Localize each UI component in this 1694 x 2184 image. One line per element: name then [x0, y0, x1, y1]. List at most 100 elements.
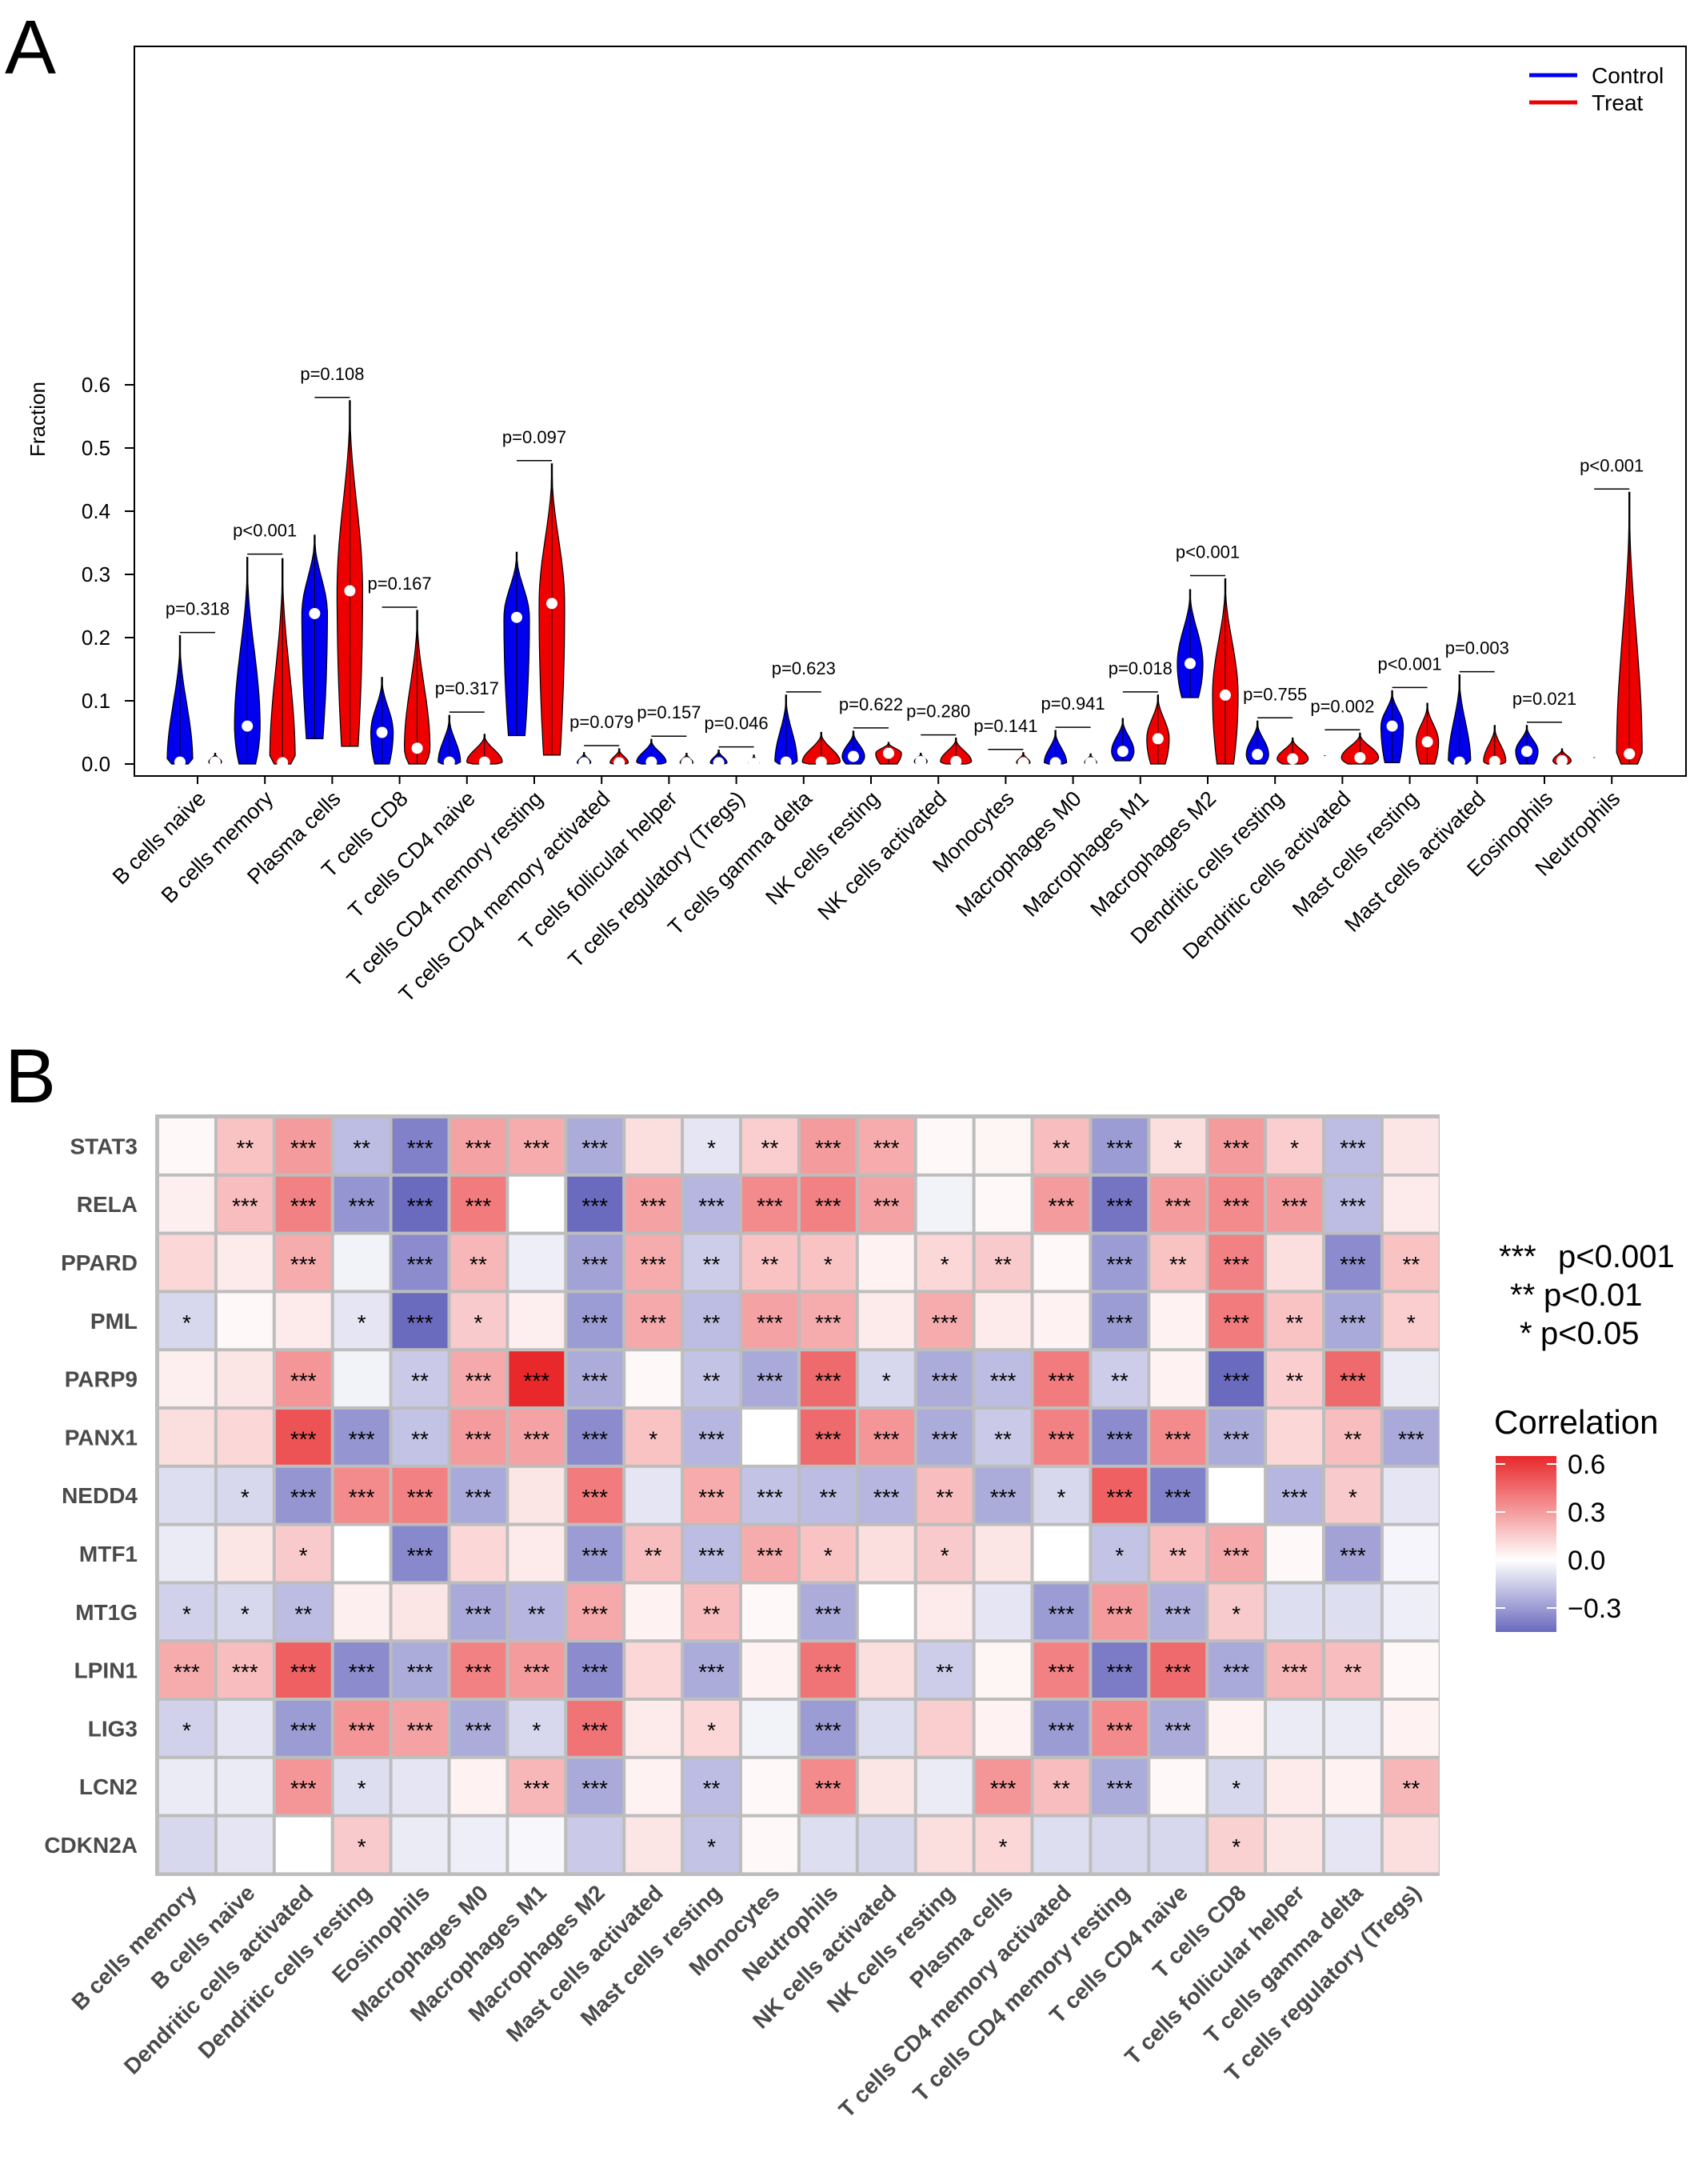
significance-marker: *	[1057, 1485, 1065, 1510]
heatmap-cell	[684, 1526, 739, 1582]
heatmap-cell	[1267, 1467, 1322, 1523]
heatmap-cell	[567, 1118, 623, 1174]
heatmap-cell	[625, 1467, 681, 1523]
heatmap-cell	[1325, 1176, 1380, 1232]
heatmap-cell	[1033, 1351, 1089, 1406]
significance-marker: ***	[1106, 1194, 1133, 1218]
heatmap-cell	[1325, 1642, 1380, 1698]
heatmap-cell	[858, 1410, 914, 1465]
significance-marker: ***	[1223, 1252, 1249, 1277]
significance-marker: ***	[1340, 1135, 1366, 1160]
heatmap-cell	[1383, 1176, 1439, 1232]
heatmap-cell	[1150, 1351, 1206, 1406]
violin-control-median-point	[174, 756, 186, 768]
significance-marker: ***	[1223, 1426, 1249, 1451]
violin-treat-median-point	[411, 742, 423, 754]
heatmap-cell	[1383, 1467, 1439, 1523]
violin-control	[1245, 720, 1269, 765]
heatmap-cell	[800, 1642, 856, 1698]
heatmap-cell	[858, 1526, 914, 1582]
violin-control	[234, 557, 261, 765]
heatmap-cell	[1033, 1410, 1089, 1465]
significance-marker: **	[1169, 1543, 1187, 1568]
heatmap-cell	[858, 1118, 914, 1174]
significance-marker: ***	[1340, 1369, 1366, 1394]
heatmap-cell	[1325, 1526, 1380, 1582]
heatmap-cell	[450, 1701, 506, 1756]
violin-control	[982, 758, 994, 770]
y-tick-label: 0.0	[82, 752, 110, 776]
heatmap-cell	[392, 1410, 448, 1465]
heatmap-cell	[275, 1642, 331, 1698]
heatmap-cell	[1150, 1526, 1206, 1582]
heatmap-cell	[1092, 1758, 1148, 1814]
p-value-label: p=0.280	[906, 702, 970, 722]
significance-legend: *** p<0.001 ** p<0.01 * p<0.05	[1499, 1239, 1675, 1351]
heatmap-cell	[684, 1642, 739, 1698]
significance-marker: ***	[815, 1310, 841, 1335]
violin-treat	[1212, 578, 1239, 765]
violin-control-median-point	[578, 757, 590, 769]
heatmap-cell	[625, 1758, 681, 1814]
heatmap-cell	[1209, 1293, 1265, 1349]
violin-control-median-point	[1453, 756, 1465, 768]
heatmap-cell	[450, 1584, 506, 1640]
p-value-label: p=0.046	[705, 714, 769, 734]
significance-marker: *	[1115, 1543, 1124, 1568]
heatmap-cell	[1383, 1351, 1439, 1406]
significance-marker: ***	[523, 1660, 549, 1685]
significance-marker: ***	[1106, 1135, 1133, 1160]
heatmap-cell	[509, 1701, 565, 1756]
significance-marker: ***	[581, 1776, 608, 1801]
heatmap-cell	[742, 1584, 797, 1640]
heatmap-cell	[800, 1584, 856, 1640]
significance-marker: ***	[815, 1426, 841, 1451]
violin-control-median-point	[511, 611, 522, 623]
heatmap-cell	[800, 1293, 856, 1349]
significance-marker: **	[819, 1485, 837, 1510]
heatmap-cell	[684, 1176, 739, 1232]
significance-marker: ***	[1223, 1543, 1249, 1568]
violin-treat-median-point	[1421, 736, 1433, 748]
heatmap-cell	[1267, 1176, 1322, 1232]
heatmap-cell	[217, 1293, 273, 1349]
heatmap-cell	[334, 1584, 390, 1640]
violin-control-median-point	[1252, 749, 1264, 761]
heatmap-cell	[742, 1176, 797, 1232]
violin-treat-median-point	[1220, 689, 1231, 701]
violin-treat-median-point	[613, 757, 625, 769]
significance-marker: *	[707, 1718, 716, 1742]
significance-marker: ***	[1165, 1660, 1191, 1685]
significance-marker: ***	[349, 1660, 375, 1685]
heatmap-cell	[858, 1467, 914, 1523]
significance-marker: ***	[640, 1252, 666, 1277]
heatmap-cell	[975, 1467, 1031, 1523]
violin-treat	[679, 752, 694, 769]
significance-marker: ***	[290, 1369, 317, 1394]
heatmap-cell	[684, 1410, 739, 1465]
significance-marker: ***	[290, 1194, 317, 1218]
significance-marker: *	[882, 1369, 891, 1394]
significance-marker: ***	[581, 1194, 608, 1218]
violin-control-median-point	[1117, 746, 1129, 758]
heatmap-cell	[1209, 1584, 1265, 1640]
violin-treat	[208, 752, 222, 768]
significance-marker: ***	[1223, 1194, 1249, 1218]
heatmap-cell	[1267, 1410, 1322, 1465]
significance-marker: *	[358, 1776, 366, 1801]
row-label: MTF1	[79, 1542, 138, 1566]
y-axis: 0.0 0.1 0.2 0.3 0.4 0.5 0.6	[82, 373, 134, 776]
row-label: MT1G	[75, 1600, 138, 1625]
heatmap-cell	[917, 1410, 973, 1465]
violin-treat	[1483, 725, 1507, 767]
violin-treat	[336, 400, 363, 747]
heatmap-cell	[1209, 1234, 1265, 1290]
significance-marker: ***	[1165, 1718, 1191, 1742]
significance-marker: **	[528, 1602, 545, 1626]
heatmap-cell	[742, 1234, 797, 1290]
p-value-label: p=0.003	[1445, 638, 1509, 658]
significance-marker: ***	[349, 1426, 375, 1451]
violin-control-median-point	[982, 758, 994, 770]
violin-control	[1448, 674, 1472, 768]
heatmap-cell	[742, 1293, 797, 1349]
